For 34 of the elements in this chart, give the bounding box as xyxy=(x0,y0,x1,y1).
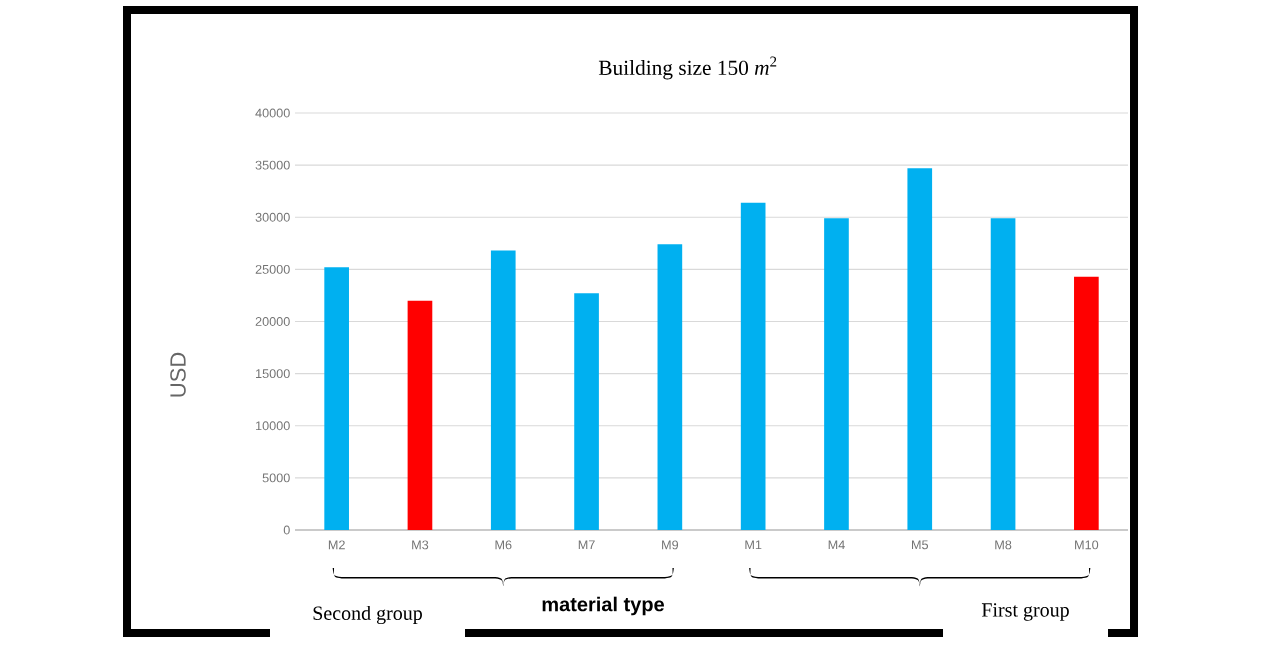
x-axis-title: material type xyxy=(542,596,664,616)
x-tick-label: M6 xyxy=(495,540,512,550)
x-tick-label: M5 xyxy=(912,540,929,550)
bar xyxy=(657,244,683,530)
bar xyxy=(574,293,599,530)
x-tick-label: M2 xyxy=(328,540,345,550)
y-axis-title: USD xyxy=(170,352,186,397)
text: Second group xyxy=(313,605,422,625)
x-tick-label: M1 xyxy=(745,540,762,550)
x-tick-label: M7 xyxy=(578,540,595,550)
y-tick-label: 30000 xyxy=(255,212,290,222)
y-tick-label: 25000 xyxy=(255,264,290,274)
y-tick-label: 15000 xyxy=(256,369,290,379)
y-tick-label: 20000 xyxy=(255,317,290,326)
x-tick-label: M4 xyxy=(828,540,845,550)
bar xyxy=(407,300,433,530)
bar xyxy=(740,202,766,530)
text: First group xyxy=(981,603,1069,621)
bar xyxy=(990,218,1016,530)
x-tick-label: M3 xyxy=(412,540,429,550)
bar xyxy=(907,168,933,530)
y-tick-label: 5000 xyxy=(262,473,290,483)
y-tick-label: 35000 xyxy=(255,160,290,170)
y-tick-label: 10000 xyxy=(256,421,290,431)
y-tick-label: 40000 xyxy=(255,108,290,118)
chart-title: Building size 150 m$^{2}$ xyxy=(598,56,777,80)
x-tick-label: M9 xyxy=(662,540,679,550)
bar xyxy=(1074,276,1099,530)
bar xyxy=(824,218,849,530)
x-tick-label: M8 xyxy=(995,540,1012,550)
x-tick-label: M10 xyxy=(1075,540,1099,550)
bar xyxy=(324,267,349,530)
bar xyxy=(490,250,516,530)
y-tick-label: 0 xyxy=(283,525,290,535)
